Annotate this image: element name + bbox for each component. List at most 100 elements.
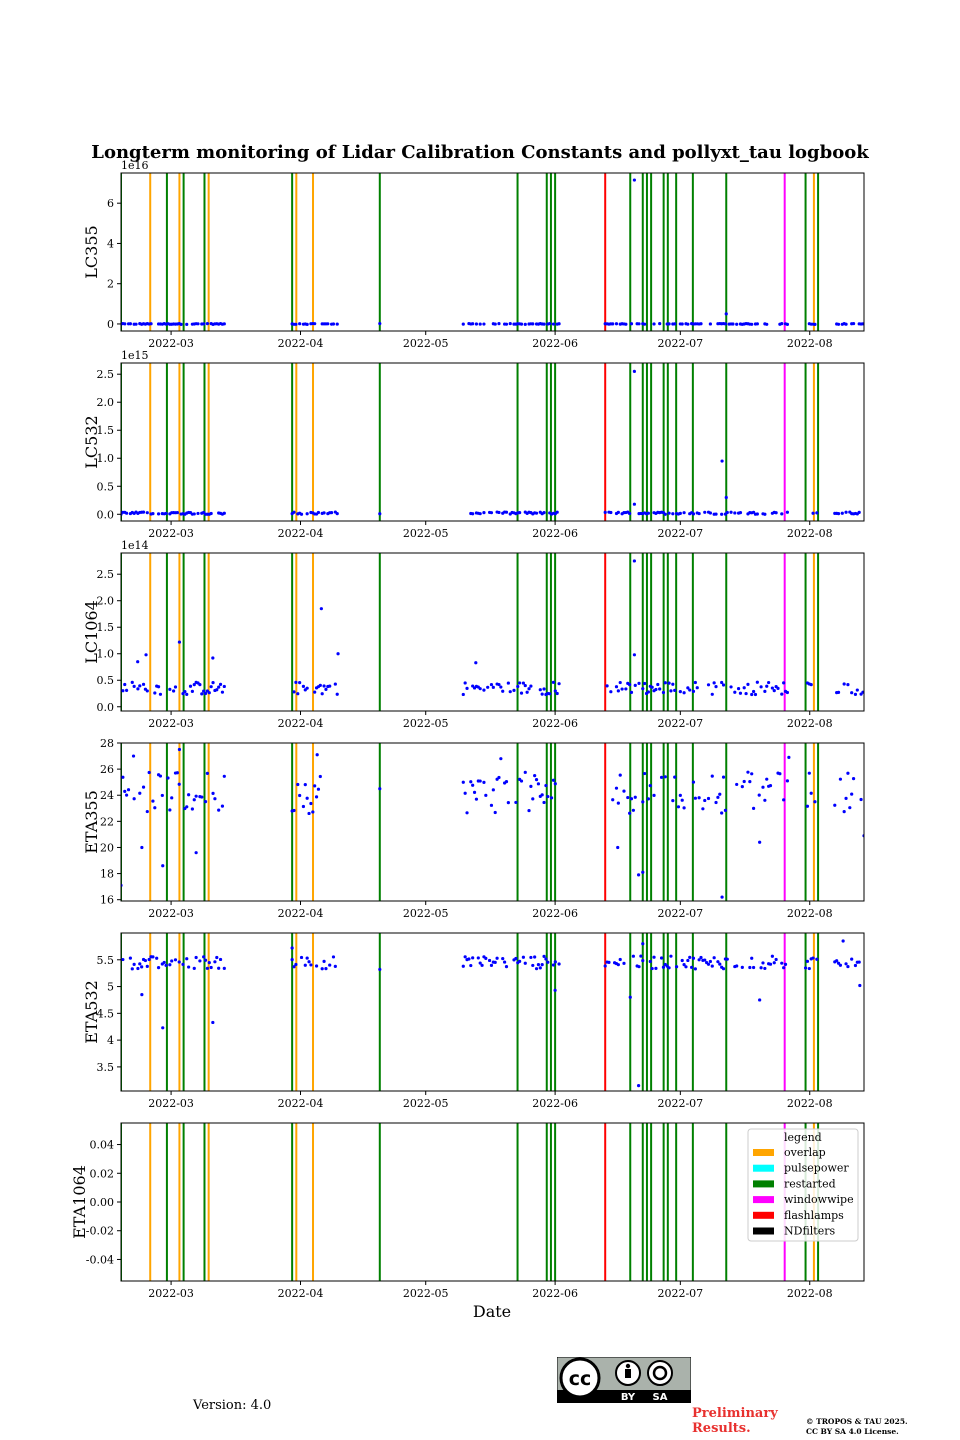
data-point [805,959,810,963]
axes-frame [120,362,865,522]
data-point [331,322,336,326]
data-point [476,956,480,960]
x-tick-label: 2022-06 [532,717,578,730]
data-point [746,770,750,774]
x-tick-label: 2022-06 [532,907,578,920]
data-point [614,786,619,790]
data-point [641,800,645,804]
data-point [691,512,696,516]
x-tick-label: 2022-07 [657,337,703,350]
data-point [688,955,692,959]
y-tick-label: 1.5 [97,621,115,634]
data-point [770,954,774,958]
data-point [203,800,208,804]
data-points [121,559,864,697]
data-point [192,966,196,970]
legend: legend overlap pulsepower restarted windowwi… [747,1128,859,1242]
data-point [785,322,790,326]
data-point [220,804,225,808]
data-point [631,808,635,812]
y-tick-label: 22 [100,815,114,828]
data-point [313,690,317,694]
data-point [303,963,307,967]
data-point [540,962,544,967]
data-point [211,1020,215,1025]
data-point [177,960,181,964]
data-point [611,322,615,326]
data-point [294,322,298,326]
data-point [185,692,189,696]
y-tick-label: 2.0 [97,396,115,409]
data-point [735,782,739,787]
data-point [720,459,724,463]
data-point [164,511,168,516]
x-tick-label: 2022-05 [403,1097,449,1110]
data-point [744,691,748,696]
data-point [296,692,300,696]
data-point [217,808,221,812]
data-point [616,801,620,805]
data-point [641,942,645,946]
data-point [333,964,337,968]
x-tick-label: 2022-08 [787,907,833,920]
data-point [671,799,675,803]
data-point [842,682,846,686]
data-point [320,692,324,696]
axes-frame [120,172,865,332]
data-point [482,511,486,515]
data-point [546,794,550,799]
data-point [765,777,769,781]
data-point [661,965,666,969]
data-point [780,961,784,965]
data-point [652,793,656,797]
data-point [331,955,336,959]
data-point [529,684,533,688]
preliminary-results-label: Preliminary Results. [692,1406,778,1436]
x-tick-label: 2022-08 [787,1287,833,1300]
data-point [542,954,546,958]
data-point [632,502,637,506]
data-point [311,810,315,814]
data-point [131,754,136,758]
x-tick-label: 2022-04 [278,1287,324,1300]
data-point [637,322,641,326]
data-point [461,964,465,968]
data-point [170,796,174,800]
data-point [803,966,808,970]
y-axis-label: ETA532 [82,980,101,1044]
panel-lc355: 0 2 4 6 2022-03 2022-04 2022-05 2022-06 2022-07 2… [82,159,865,350]
data-point [861,322,864,326]
data-point [521,955,525,959]
data-point [478,961,482,965]
sa-text: SA [653,1392,668,1403]
data-point [757,793,761,797]
y-tick-label: 16 [100,894,114,907]
data-point [853,963,858,968]
x-tick-label: 2022-06 [532,337,578,350]
x-tick-label: 2022-08 [787,1097,833,1110]
data-point [763,798,767,802]
y-tick-label: 1.5 [97,424,115,437]
data-point [616,845,620,850]
data-point [682,806,686,810]
data-point [478,512,482,516]
y-axis-label: ETA1064 [70,1165,89,1239]
data-point [465,686,469,690]
data-point [846,771,850,775]
data-point [506,681,510,685]
data-point [474,661,478,665]
panel-eta355: 16 18 20 22 24 26 28 2022-03 2022-04 2022-05 2022-… [82,737,865,920]
data-point [667,322,671,326]
data-point [629,322,634,326]
data-point [203,691,208,696]
data-point [836,690,841,694]
data-point [643,771,647,776]
data-point [504,965,509,969]
data-point [307,960,311,964]
y-tick-label: -0.04 [86,1253,114,1266]
data-point [844,796,848,800]
event-lines [121,743,820,901]
legend-swatch-NDfilters [753,1227,774,1235]
data-point [319,607,323,611]
